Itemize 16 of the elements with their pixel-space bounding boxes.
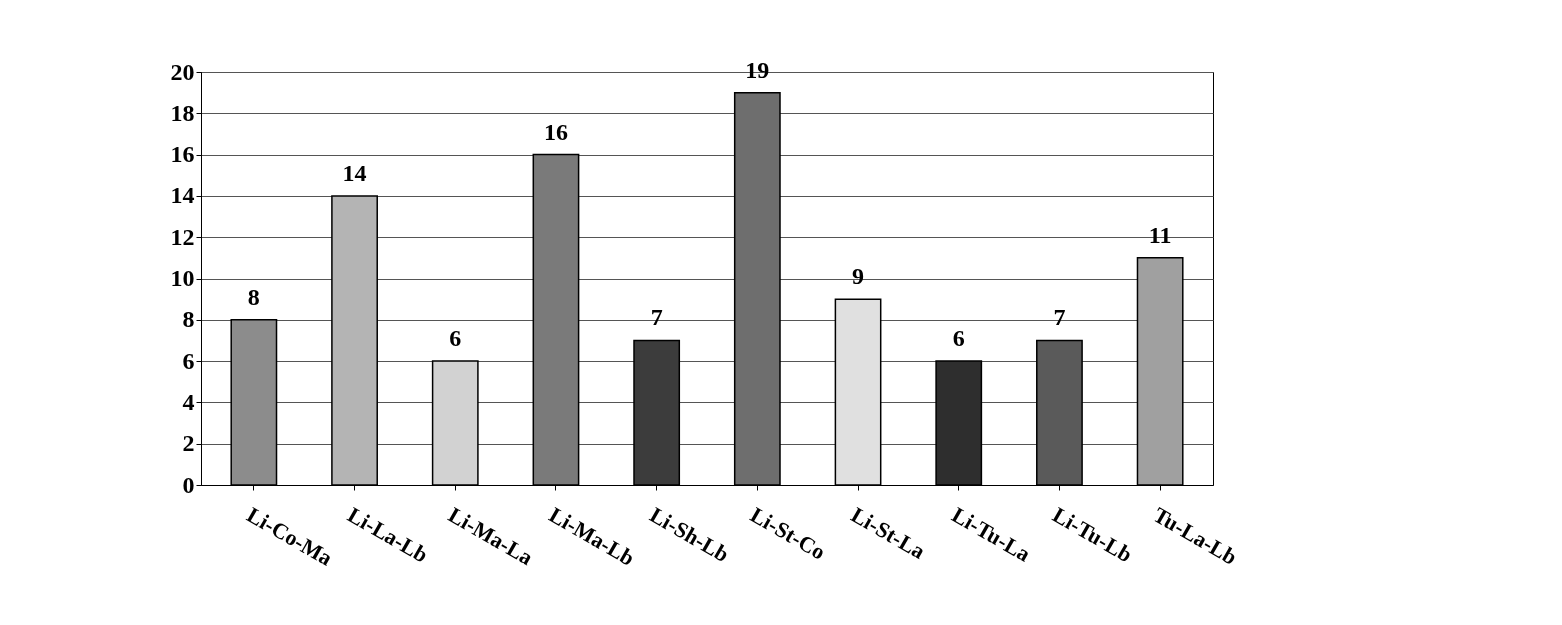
data-label: 14 bbox=[342, 159, 367, 186]
data-label: 8 bbox=[247, 283, 260, 310]
y-tick-label: 0 bbox=[182, 471, 195, 498]
data-label: 6 bbox=[449, 325, 462, 352]
y-tick-label: 2 bbox=[182, 430, 195, 457]
y-tick-label: 18 bbox=[170, 99, 195, 126]
y-tick-label: 12 bbox=[170, 223, 195, 250]
y-tick-label: 4 bbox=[182, 388, 195, 415]
y-tick-label: 10 bbox=[170, 265, 195, 291]
data-label: 6 bbox=[952, 325, 965, 352]
y-tick-label: 6 bbox=[182, 347, 195, 374]
y-tick-label: 14 bbox=[170, 182, 195, 209]
data-label: 16 bbox=[543, 118, 568, 145]
y-tick-label: 20 bbox=[170, 58, 195, 85]
y-tick-label: 8 bbox=[182, 306, 195, 333]
y-tick-label: 16 bbox=[170, 141, 195, 168]
